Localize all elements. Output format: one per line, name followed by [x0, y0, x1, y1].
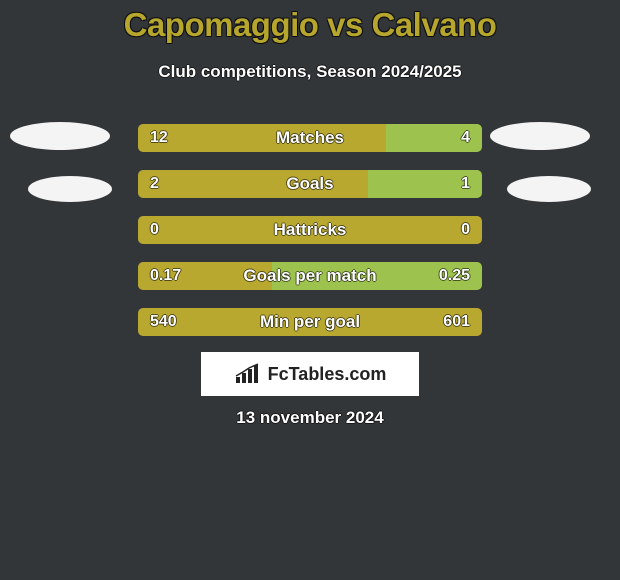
stage: Capomaggio vs Calvano Club competitions,…	[0, 0, 620, 580]
page-title: Capomaggio vs Calvano	[0, 6, 620, 44]
date-label: 13 november 2024	[0, 408, 620, 428]
stat-label: Min per goal	[138, 308, 482, 336]
stat-value-left: 540	[150, 308, 177, 336]
stat-row: Goals2 1	[138, 170, 482, 198]
stat-row: Hattricks0 0	[138, 216, 482, 244]
page-subtitle: Club competitions, Season 2024/2025	[0, 62, 620, 82]
brand-text: FcTables.com	[268, 364, 387, 385]
comparison-chart: Matches12 4 Goals2 1 Hattricks0 0 Goals per ma…	[138, 124, 482, 354]
stat-value-right: 1	[461, 170, 470, 198]
stat-value-right: 601	[443, 308, 470, 336]
stat-value-left: 2	[150, 170, 159, 198]
stat-label: Matches	[138, 124, 482, 152]
player-left-ellipse-0	[10, 122, 110, 150]
bars-icon	[234, 363, 262, 385]
stat-row: Goals per match0.17 0.25	[138, 262, 482, 290]
stat-value-right: 4	[461, 124, 470, 152]
player-left-ellipse-1	[28, 176, 112, 202]
stat-value-left: 0.17	[150, 262, 181, 290]
player-right-ellipse-0	[490, 122, 590, 150]
stat-row: Min per goal540 601	[138, 308, 482, 336]
stat-label: Goals per match	[138, 262, 482, 290]
player-right-ellipse-1	[507, 176, 591, 202]
stat-row: Matches12 4	[138, 124, 482, 152]
stat-value-right: 0.25	[439, 262, 470, 290]
brand-box: FcTables.com	[201, 352, 419, 396]
stat-value-right: 0	[461, 216, 470, 244]
stat-value-left: 12	[150, 124, 168, 152]
stat-label: Hattricks	[138, 216, 482, 244]
stat-value-left: 0	[150, 216, 159, 244]
stat-label: Goals	[138, 170, 482, 198]
